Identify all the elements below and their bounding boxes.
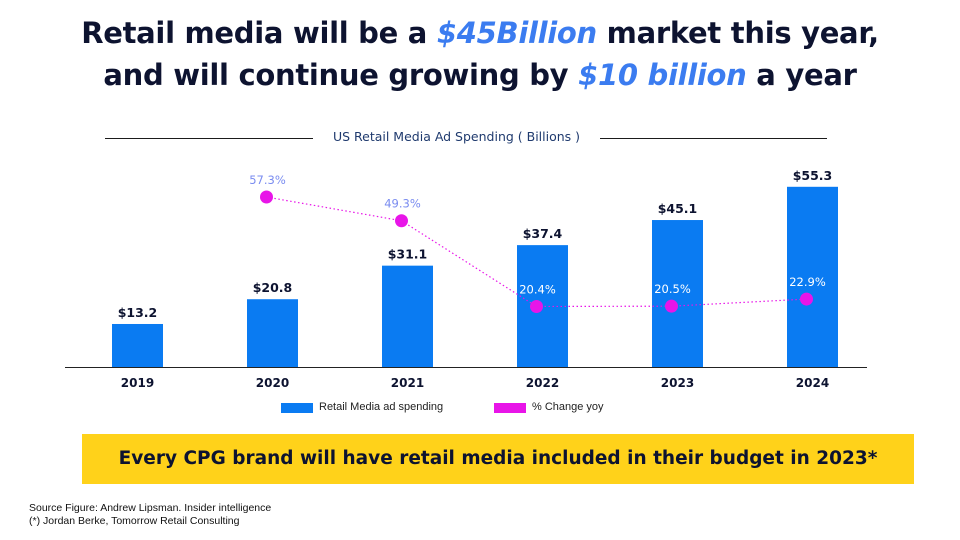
bar-label-2020: $20.8 <box>253 280 293 295</box>
yoy-line-segment <box>266 196 402 222</box>
headline-highlight-10b: $10 billion <box>578 58 747 92</box>
yoy-point-2020 <box>260 190 273 204</box>
bar-2021 <box>382 265 433 367</box>
title-rule-left <box>105 138 313 139</box>
legend-swatch-spending <box>281 403 313 413</box>
source-line-1: Source Figure: Andrew Lipsman. Insider i… <box>29 502 272 514</box>
title-rule-right <box>600 138 827 139</box>
chart-title-row: US Retail Media Ad Spending ( Billions ) <box>105 128 827 150</box>
x-tick-2020: 2020 <box>256 376 289 390</box>
bar-label-2024: $55.3 <box>793 168 833 183</box>
bar-2024 <box>787 186 838 367</box>
x-tick-2019: 2019 <box>121 376 154 390</box>
headline: Retail media will be a $45Billion market… <box>0 12 960 96</box>
x-tick-2024: 2024 <box>796 376 829 390</box>
headline-line-1: Retail media will be a $45Billion market… <box>81 16 879 50</box>
yoy-point-2022 <box>530 299 543 313</box>
yoy-label-2022: 20.4% <box>519 282 556 296</box>
callout-banner: Every CPG brand will have retail media i… <box>82 434 914 484</box>
yoy-point-2021 <box>395 214 408 228</box>
legend-label-spending: Retail Media ad spending <box>319 401 444 413</box>
yoy-label-2024: 22.9% <box>789 275 826 289</box>
yoy-label-2020: 57.3% <box>249 173 286 187</box>
x-tick-2021: 2021 <box>391 376 424 390</box>
source-notes: Source Figure: Andrew Lipsman. Insider i… <box>29 502 271 528</box>
yoy-point-2024 <box>800 292 813 306</box>
chart-title: US Retail Media Ad Spending ( Billions ) <box>332 129 581 144</box>
callout-text: Every CPG brand will have retail media i… <box>118 448 878 469</box>
bar-label-2023: $45.1 <box>658 201 698 216</box>
legend-swatch-yoy <box>494 403 526 413</box>
source-line-2: (*) Jordan Berke, Tomorrow Retail Consul… <box>29 515 240 527</box>
bar-2019 <box>112 323 163 367</box>
bar-label-2019: $13.2 <box>118 305 158 320</box>
headline-line-2: and will continue growing by $10 billion… <box>103 58 857 92</box>
legend-label-yoy: % Change yoy <box>532 401 604 413</box>
bar-2023 <box>652 220 703 367</box>
yoy-line-segment <box>401 220 537 307</box>
yoy-line-segment <box>671 298 807 307</box>
bar-label-2022: $37.4 <box>523 226 563 241</box>
yoy-label-2021: 49.3% <box>384 197 421 211</box>
yoy-label-2023: 20.5% <box>654 282 691 296</box>
x-tick-2023: 2023 <box>661 376 694 390</box>
bar-label-2021: $31.1 <box>388 247 428 262</box>
yoy-point-2023 <box>665 299 678 313</box>
headline-highlight-45b: $45Billion <box>436 16 597 50</box>
bar-2020 <box>247 299 298 367</box>
x-tick-2022: 2022 <box>526 376 559 390</box>
